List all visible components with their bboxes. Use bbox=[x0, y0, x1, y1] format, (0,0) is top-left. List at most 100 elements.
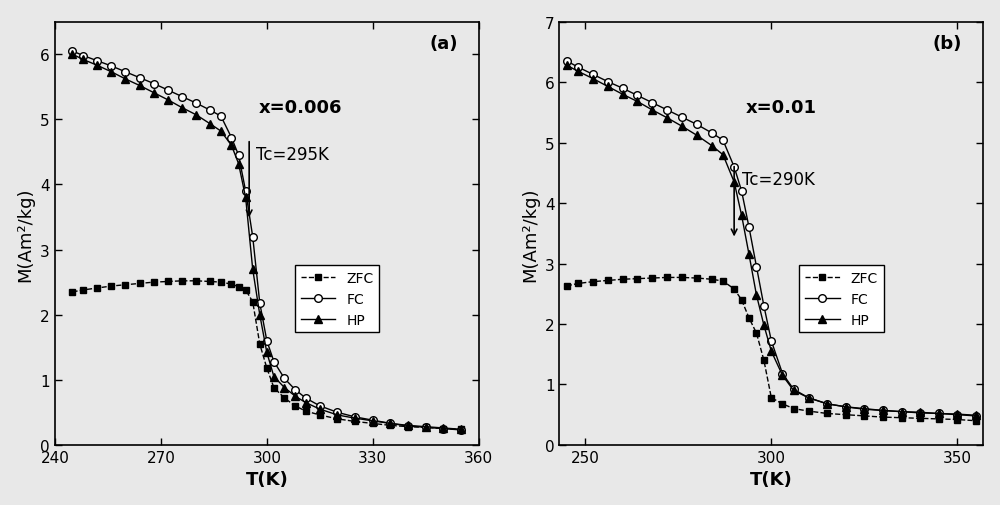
HP bbox=[233, 161, 245, 167]
ZFC bbox=[289, 403, 301, 409]
FC bbox=[736, 188, 748, 194]
HP bbox=[384, 421, 396, 427]
FC bbox=[896, 409, 908, 415]
ZFC bbox=[367, 421, 379, 427]
HP bbox=[750, 292, 762, 298]
Legend: ZFC, FC, HP: ZFC, FC, HP bbox=[295, 266, 379, 332]
ZFC bbox=[261, 365, 273, 371]
FC bbox=[661, 108, 673, 114]
FC bbox=[572, 65, 584, 71]
HP bbox=[247, 267, 259, 273]
HP bbox=[261, 350, 273, 356]
Text: x=0.01: x=0.01 bbox=[746, 98, 817, 117]
HP bbox=[896, 409, 908, 415]
ZFC bbox=[758, 358, 770, 364]
ZFC bbox=[602, 278, 614, 284]
HP bbox=[455, 426, 467, 432]
HP bbox=[602, 84, 614, 90]
HP bbox=[300, 400, 312, 406]
HP bbox=[914, 410, 926, 416]
Line: HP: HP bbox=[69, 52, 465, 433]
FC bbox=[970, 413, 982, 419]
ZFC bbox=[402, 424, 414, 430]
FC bbox=[631, 93, 643, 99]
FC bbox=[561, 59, 573, 65]
ZFC bbox=[750, 330, 762, 336]
ZFC bbox=[788, 406, 800, 412]
ZFC bbox=[204, 279, 216, 285]
HP bbox=[349, 415, 361, 421]
ZFC bbox=[572, 281, 584, 287]
FC bbox=[858, 407, 870, 413]
FC bbox=[190, 101, 202, 107]
FC bbox=[134, 75, 146, 81]
FC bbox=[105, 64, 117, 70]
FC bbox=[300, 395, 312, 401]
HP bbox=[736, 213, 748, 219]
Text: Tc=290K: Tc=290K bbox=[742, 171, 814, 188]
ZFC bbox=[970, 418, 982, 424]
ZFC bbox=[676, 275, 688, 281]
FC bbox=[587, 72, 599, 78]
ZFC bbox=[840, 412, 852, 418]
FC bbox=[933, 411, 945, 417]
FC bbox=[803, 395, 815, 401]
HP bbox=[314, 406, 326, 412]
ZFC bbox=[743, 315, 755, 321]
FC bbox=[728, 165, 740, 171]
ZFC bbox=[661, 275, 673, 281]
FC bbox=[951, 412, 963, 418]
HP bbox=[240, 195, 252, 201]
FC bbox=[254, 300, 266, 307]
HP bbox=[706, 143, 718, 149]
ZFC bbox=[331, 416, 343, 422]
ZFC bbox=[119, 282, 131, 288]
FC bbox=[384, 421, 396, 427]
HP bbox=[933, 411, 945, 417]
HP bbox=[661, 116, 673, 122]
HP bbox=[776, 373, 788, 379]
HP bbox=[970, 413, 982, 419]
FC bbox=[402, 423, 414, 429]
Line: ZFC: ZFC bbox=[564, 275, 979, 424]
Line: FC: FC bbox=[69, 48, 465, 434]
Line: FC: FC bbox=[563, 58, 980, 420]
ZFC bbox=[803, 408, 815, 414]
FC bbox=[765, 338, 777, 344]
HP bbox=[691, 133, 703, 139]
FC bbox=[349, 414, 361, 420]
HP bbox=[66, 52, 78, 58]
FC bbox=[261, 338, 273, 344]
Text: x=0.006: x=0.006 bbox=[258, 98, 342, 117]
FC bbox=[750, 264, 762, 270]
ZFC bbox=[617, 277, 629, 283]
FC bbox=[162, 88, 174, 94]
HP bbox=[367, 418, 379, 424]
ZFC bbox=[91, 285, 103, 291]
Text: Tc=295K: Tc=295K bbox=[256, 146, 329, 164]
FC bbox=[758, 303, 770, 309]
HP bbox=[204, 122, 216, 128]
FC bbox=[914, 410, 926, 416]
ZFC bbox=[233, 284, 245, 290]
ZFC bbox=[877, 414, 889, 420]
FC bbox=[840, 404, 852, 410]
ZFC bbox=[162, 279, 174, 285]
ZFC bbox=[176, 278, 188, 284]
FC bbox=[314, 403, 326, 409]
ZFC bbox=[105, 283, 117, 289]
ZFC bbox=[77, 287, 89, 293]
ZFC bbox=[215, 280, 227, 286]
ZFC bbox=[631, 276, 643, 282]
FC bbox=[289, 387, 301, 393]
HP bbox=[646, 108, 658, 114]
ZFC bbox=[437, 426, 449, 432]
FC bbox=[455, 427, 467, 433]
FC bbox=[617, 86, 629, 92]
FC bbox=[367, 417, 379, 423]
HP bbox=[148, 90, 160, 96]
ZFC bbox=[728, 286, 740, 292]
ZFC bbox=[717, 278, 729, 284]
ZFC bbox=[951, 417, 963, 423]
ZFC bbox=[776, 401, 788, 407]
